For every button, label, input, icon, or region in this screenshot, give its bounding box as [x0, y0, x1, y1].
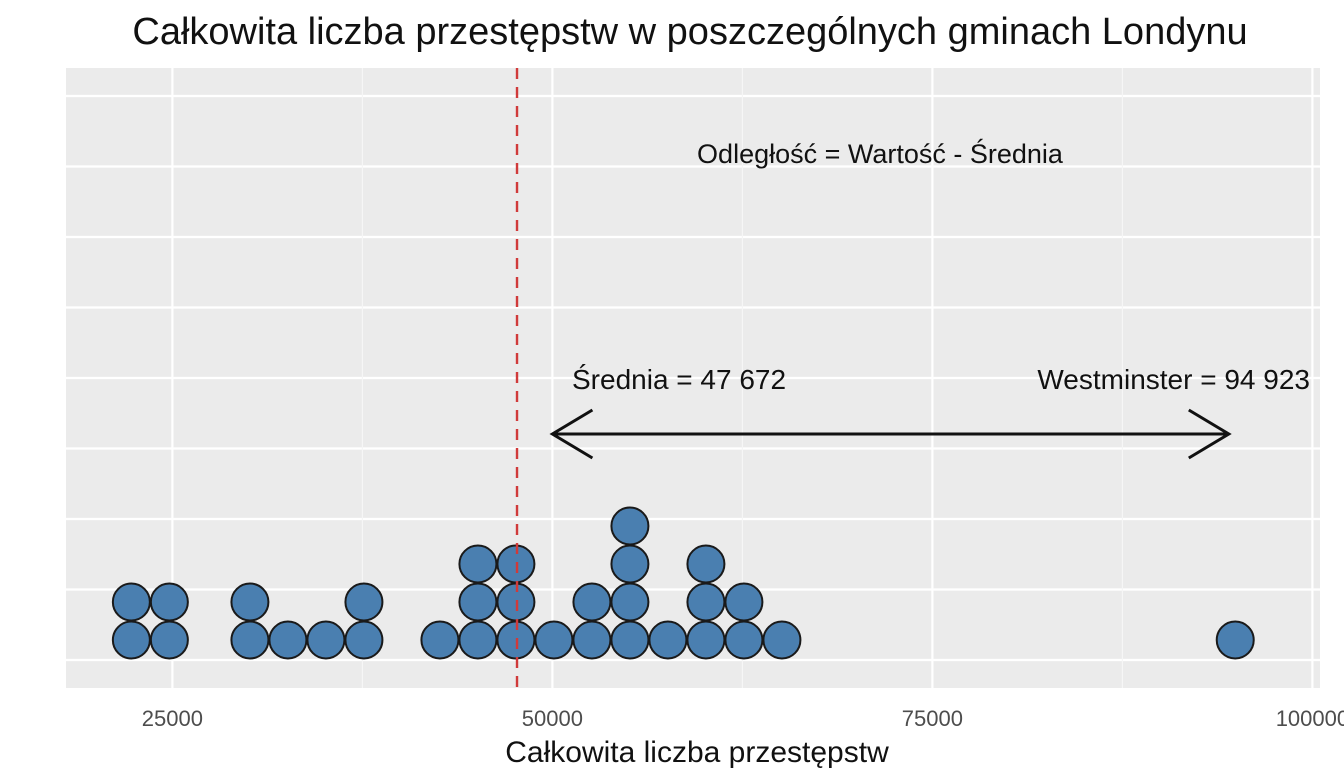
data-point	[458, 620, 498, 660]
data-point	[111, 582, 151, 622]
data-point	[724, 620, 764, 660]
dots-group	[111, 506, 1255, 660]
data-point	[724, 582, 764, 622]
data-point	[149, 620, 189, 660]
arrow-head-left	[549, 408, 594, 460]
data-point	[230, 582, 270, 622]
arrow-head-right	[1188, 408, 1232, 460]
x-axis-ticks: 25000 50000 75000 100000	[142, 706, 1344, 731]
formula-annotation: Odległość = Wartość - Średnia	[697, 137, 1064, 169]
westminster-annotation: Westminster = 94 923	[1037, 364, 1310, 395]
data-point	[648, 620, 688, 660]
data-point	[534, 620, 574, 660]
data-point	[610, 582, 650, 622]
data-point	[686, 544, 726, 584]
data-point	[306, 620, 346, 660]
data-point	[458, 582, 498, 622]
data-point	[762, 620, 802, 660]
data-point	[610, 544, 650, 584]
data-point	[610, 620, 650, 660]
data-point	[268, 620, 308, 660]
data-point	[458, 544, 498, 584]
x-tick-label: 25000	[142, 706, 203, 731]
data-point	[230, 620, 270, 660]
data-point	[572, 582, 612, 622]
chart-title: Całkowita liczba przestępstw w poszczegó…	[132, 11, 1247, 53]
data-point	[420, 620, 460, 660]
x-tick-label: 75000	[902, 706, 963, 731]
data-point	[344, 620, 384, 660]
data-point	[686, 582, 726, 622]
x-tick-label: 50000	[522, 706, 583, 731]
data-point	[111, 620, 151, 660]
mean-annotation: Średnia = 47 672	[572, 363, 786, 395]
data-point	[686, 620, 726, 660]
data-point	[149, 582, 189, 622]
x-axis-label: Całkowita liczba przestępstw	[505, 736, 889, 769]
annotations-group: Odległość = Wartość - Średnia Średnia = …	[549, 137, 1310, 460]
data-point	[572, 620, 612, 660]
data-point	[344, 582, 384, 622]
x-tick-label: 100000	[1276, 706, 1344, 731]
data-point	[610, 506, 650, 546]
data-point	[1215, 620, 1255, 660]
